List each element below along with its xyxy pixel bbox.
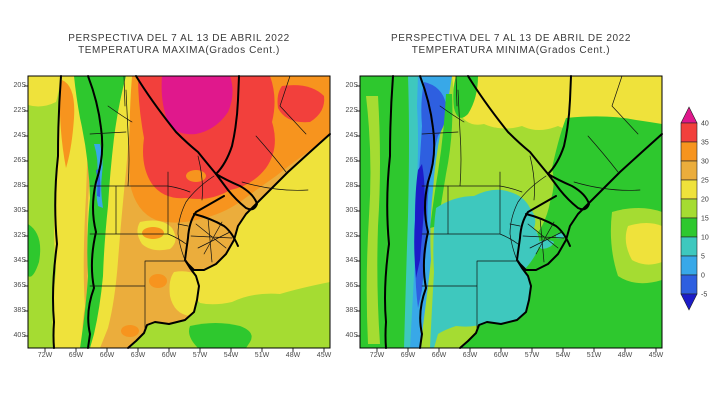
region-pacific-yellow-corner xyxy=(28,76,59,107)
region-andes-blue-core xyxy=(415,82,447,308)
left-title-line1: PERSPECTIVA DEL 7 AL 13 DE ABRIL 2022 xyxy=(68,33,290,44)
lat-label: 22S xyxy=(13,107,26,114)
colorbar-arrow-top xyxy=(680,106,698,124)
lon-label: 63W xyxy=(462,352,478,359)
lon-label: 63W xyxy=(130,352,146,359)
lon-label: 54W xyxy=(555,352,571,359)
lon-label: 66W xyxy=(431,352,447,359)
right-title-line1: PERSPECTIVA DEL 7 AL 13 DE ABRIL DE 2022 xyxy=(390,33,632,44)
lon-label: 45W xyxy=(316,352,332,359)
colorbar-level-label: -5 xyxy=(701,292,707,299)
right-panel-title: PERSPECTIVA DEL 7 AL 13 DE ABRIL DE 2022… xyxy=(360,33,662,57)
region-chile-yellow xyxy=(52,76,90,348)
lat-label: 28S xyxy=(13,182,26,189)
colorbar-level-label: 30 xyxy=(701,159,709,166)
colorbar-level-label: 35 xyxy=(701,140,709,147)
lat-label: 24S xyxy=(13,132,26,139)
lat-label: 26S xyxy=(345,157,358,164)
lon-label: 48W xyxy=(617,352,633,359)
colorbar-segment xyxy=(680,141,698,162)
colorbar-level-label: 0 xyxy=(701,273,705,280)
region-ocean-green-tongue xyxy=(189,323,252,348)
colorbar-segment xyxy=(680,217,698,238)
region-chile-orange-strip xyxy=(59,80,75,168)
lon-label: 48W xyxy=(285,352,301,359)
map-temperatura-maxima xyxy=(23,75,331,353)
colorbar-level-label: 25 xyxy=(701,178,709,185)
lon-label: 54W xyxy=(223,352,239,359)
map-temperatura-minima xyxy=(355,75,663,353)
lon-label: 69W xyxy=(400,352,416,359)
colorbar-segment xyxy=(680,160,698,181)
region-magenta-paraguay xyxy=(161,76,233,135)
colorbar-segment xyxy=(680,179,698,200)
lat-label: 32S xyxy=(13,232,26,239)
lat-label: 22S xyxy=(345,107,358,114)
colorbar-segment xyxy=(680,255,698,276)
region-andes-navy-core xyxy=(414,164,425,278)
lon-label: 60W xyxy=(161,352,177,359)
lat-label: 24S xyxy=(345,132,358,139)
lat-label: 36S xyxy=(13,282,26,289)
lon-label: 57W xyxy=(192,352,208,359)
lon-label: 72W xyxy=(37,352,53,359)
colorbar-arrow-bottom xyxy=(680,293,698,311)
region-green-north-patch xyxy=(453,76,478,118)
region-red-northeast xyxy=(277,85,325,123)
colorbar-level-label: 40 xyxy=(701,121,709,128)
region-green-east-slope xyxy=(430,94,453,228)
lon-label: 45W xyxy=(648,352,664,359)
lat-label: 30S xyxy=(13,207,26,214)
lon-label: 69W xyxy=(68,352,84,359)
colorbar-segment xyxy=(680,274,698,295)
region-yellow-ocean-patch xyxy=(625,223,662,265)
lat-label: 34S xyxy=(345,257,358,264)
lat-label: 28S xyxy=(345,182,358,189)
colorbar-level-label: 10 xyxy=(701,235,709,242)
region-ocean-lightgreen xyxy=(128,282,330,348)
region-yellow-north-band xyxy=(452,76,662,130)
lat-label: 38S xyxy=(13,307,26,314)
region-andes-green-band xyxy=(74,76,126,348)
lat-label: 40S xyxy=(345,332,358,339)
region-teal-central xyxy=(430,189,540,348)
region-orange-spot-2 xyxy=(149,274,167,288)
region-orange-spot-3 xyxy=(121,325,139,337)
colorbar-level-label: 20 xyxy=(701,197,709,204)
lat-label: 26S xyxy=(13,157,26,164)
lon-label: 51W xyxy=(586,352,602,359)
lat-label: 34S xyxy=(13,257,26,264)
colorbar-segment xyxy=(680,122,698,143)
lat-label: 36S xyxy=(345,282,358,289)
left-title-line2: TEMPERATURA MAXIMA(Grados Cent.) xyxy=(78,45,280,56)
left-panel-title: PERSPECTIVA DEL 7 AL 13 DE ABRIL 2022 TE… xyxy=(28,33,330,57)
lat-label: 40S xyxy=(13,332,26,339)
colorbar-level-label: 15 xyxy=(701,216,709,223)
colorbar-level-label: 5 xyxy=(701,254,705,261)
colorbar-segment xyxy=(680,236,698,257)
lon-label: 60W xyxy=(493,352,509,359)
lat-label: 20S xyxy=(345,82,358,89)
region-pacific-green-patch xyxy=(28,224,41,277)
region-pacific-lightgreen-strip xyxy=(366,96,380,344)
temperature-colorbar: 40 35 30 25 20 15 10 5 0 -5 xyxy=(680,106,709,311)
lon-label: 57W xyxy=(524,352,540,359)
lon-label: 72W xyxy=(369,352,385,359)
region-orange-spot-1 xyxy=(142,227,164,239)
lon-label: 51W xyxy=(254,352,270,359)
lat-label: 30S xyxy=(345,207,358,214)
region-orange-spot-4 xyxy=(186,170,206,182)
lon-label: 66W xyxy=(99,352,115,359)
colorbar-segment xyxy=(680,198,698,219)
region-pacific-lightgreen xyxy=(28,76,60,348)
right-title-line2: TEMPERATURA MINIMA(Grados Cent.) xyxy=(411,45,611,56)
lat-label: 38S xyxy=(345,307,358,314)
lat-label: 20S xyxy=(13,82,26,89)
lat-label: 32S xyxy=(345,232,358,239)
